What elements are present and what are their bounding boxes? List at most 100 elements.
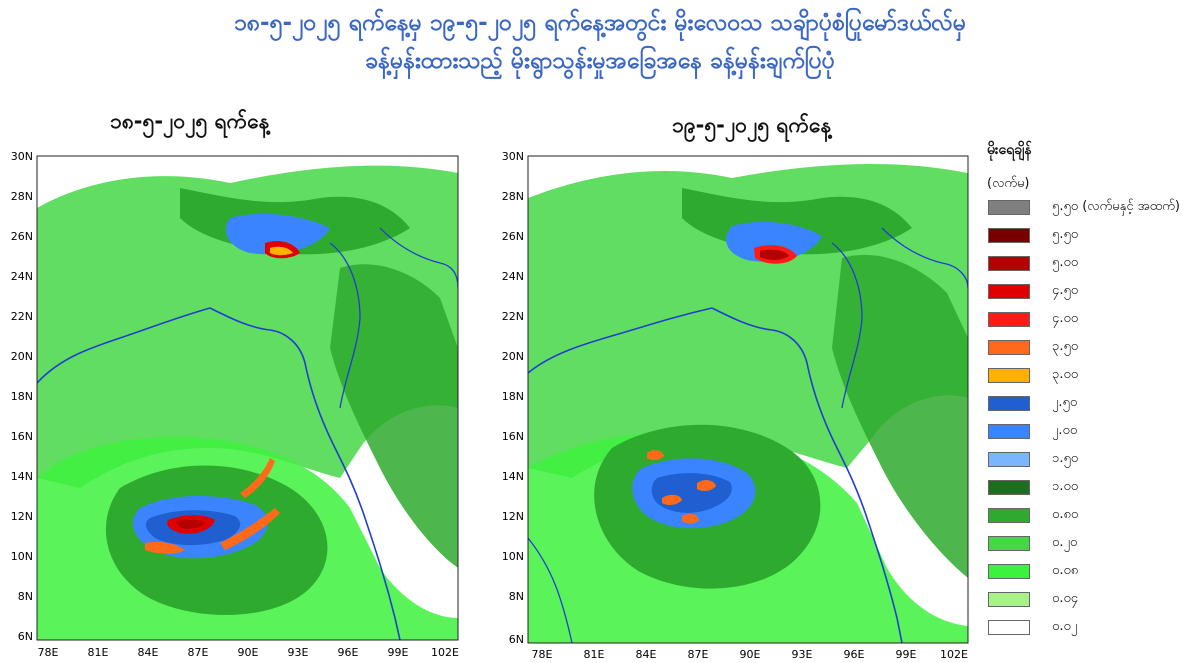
- legend-label: ၀.၀၂: [1052, 618, 1078, 634]
- legend-swatch: [988, 311, 1030, 327]
- lon-tick: 87E: [688, 648, 709, 661]
- lat-tick: 22N: [502, 310, 524, 323]
- legend-swatch: [988, 339, 1030, 355]
- lat-tick: 16N: [502, 430, 524, 443]
- lon-tick: 96E: [338, 646, 359, 659]
- lon-tick: 81E: [88, 646, 109, 659]
- legend-label: ၅.၀၀: [1052, 254, 1079, 270]
- lat-tick: 30N: [11, 150, 33, 163]
- legend-unit: (လက်မ): [987, 176, 1030, 191]
- legend-swatch: [988, 199, 1030, 215]
- lat-tick: 26N: [11, 230, 33, 243]
- lat-tick: 28N: [502, 190, 524, 203]
- legend-label: ၀.၀၄: [1052, 590, 1079, 606]
- legend-swatch: [988, 227, 1030, 243]
- lat-tick: 20N: [502, 350, 524, 363]
- lon-tick: 84E: [636, 648, 657, 661]
- lon-tick: 90E: [740, 648, 761, 661]
- lat-tick: 18N: [11, 390, 33, 403]
- legend-item: ၅.၀၀: [988, 254, 1078, 272]
- legend-item: ၄.၀၀: [988, 310, 1078, 328]
- legend-item: ၃.၀၀: [988, 366, 1078, 384]
- rainfall-map-left: 30N 28N 26N 24N 22N 20N 18N 16N 14N 12N …: [11, 150, 459, 659]
- lat-tick: 6N: [509, 633, 524, 646]
- lat-tick: 18N: [502, 390, 524, 403]
- map-left-subtitle: ၁၈-၅-၂၀၂၅ ရက်နေ့: [110, 109, 270, 133]
- rainfall-map-right: 30N 28N 26N 24N 22N 20N 18N 16N 14N 12N …: [502, 150, 969, 661]
- lat-ticks-right: 30N 28N 26N 24N 22N 20N 18N 16N 14N 12N …: [502, 150, 524, 646]
- legend-swatch: [988, 619, 1030, 635]
- legend-title: မိုးရေချိန်: [987, 142, 1032, 158]
- lon-ticks-right: 78E 81E 84E 87E 90E 93E 96E 99E 102E: [532, 648, 968, 661]
- lat-tick: 12N: [11, 510, 33, 523]
- lat-tick: 30N: [502, 150, 524, 163]
- legend-label: ၃.၀၀: [1052, 366, 1079, 382]
- legend-item: ၀.၀၂: [988, 618, 1077, 636]
- legend-item: ၀.၀၈: [988, 562, 1078, 580]
- legend-label: ၅.၅၀ (လက်မနှင့် အထက်): [1052, 198, 1180, 214]
- lon-tick: 102E: [940, 648, 968, 661]
- legend-item: ၂.၅၀: [988, 394, 1077, 412]
- lon-tick: 78E: [532, 648, 553, 661]
- lon-tick: 96E: [844, 648, 865, 661]
- legend-label: ၄.၅၀: [1052, 282, 1079, 298]
- title-line-1: ၁၈-၅-၂၀၂၅ ရက်နေ့မှ ၁၉-၅-၂၀၂၅ ရက်နေ့အတွင်…: [233, 10, 967, 36]
- legend-item: ၃.၅၀: [988, 338, 1078, 356]
- legend-swatch: [988, 507, 1030, 523]
- legend-label: ၀.၂၀: [1052, 534, 1078, 550]
- legend-item: ၅.၅၀: [988, 226, 1078, 244]
- legend-item: ၄.၅၀: [988, 282, 1078, 300]
- lat-ticks-left: 30N 28N 26N 24N 22N 20N 18N 16N 14N 12N …: [11, 150, 33, 643]
- lat-tick: 26N: [502, 230, 524, 243]
- lon-tick: 99E: [896, 648, 917, 661]
- lat-tick: 16N: [11, 430, 33, 443]
- legend-swatch: [988, 395, 1030, 411]
- lat-tick: 6N: [18, 630, 33, 643]
- lat-tick: 12N: [502, 510, 524, 523]
- lon-tick: 93E: [288, 646, 309, 659]
- legend-swatch: [988, 591, 1030, 607]
- legend-label: ၄.၀၀: [1052, 310, 1079, 326]
- lat-tick: 24N: [11, 270, 33, 283]
- lon-tick: 78E: [38, 646, 59, 659]
- lat-tick: 28N: [11, 190, 33, 203]
- legend-item: ၀.၈၀: [988, 506, 1078, 524]
- legend-swatch: [988, 255, 1030, 271]
- lon-tick: 93E: [792, 648, 813, 661]
- lat-tick: 14N: [502, 470, 524, 483]
- legend-label: ၅.၅၀: [1052, 226, 1079, 242]
- legend-label: ၃.၅၀: [1052, 338, 1079, 354]
- lon-ticks-left: 78E 81E 84E 87E 90E 93E 96E 99E 102E: [38, 646, 459, 659]
- legend-swatch: [988, 535, 1030, 551]
- legend-item: ၅.၅၀ (လက်မနှင့် အထက်): [988, 198, 1180, 216]
- legend-item: ၀.၂၀: [988, 534, 1077, 552]
- lon-tick: 90E: [238, 646, 259, 659]
- legend-item: ၁.၅၀: [988, 450, 1078, 468]
- legend-swatch: [988, 451, 1030, 467]
- lon-tick: 99E: [388, 646, 409, 659]
- legend-swatch: [988, 479, 1030, 495]
- lat-tick: 14N: [11, 470, 33, 483]
- lat-tick: 8N: [509, 590, 524, 603]
- lon-tick: 102E: [431, 646, 459, 659]
- lat-tick: 10N: [11, 550, 33, 563]
- legend-swatch: [988, 423, 1030, 439]
- legend-label: ၀.၀၈: [1052, 562, 1079, 578]
- legend-label: ၀.၈၀: [1052, 506, 1079, 522]
- legend-label: ၁.၅၀: [1052, 450, 1079, 466]
- map-right-subtitle: ၁၉-၅-၂၀၂၅ ရက်နေ့: [672, 113, 832, 137]
- legend-swatch: [988, 367, 1030, 383]
- legend-label: ၂.၀၀: [1052, 422, 1078, 438]
- legend-label: ၁.၀၀: [1052, 478, 1079, 494]
- title-line-2: ခန့်မှန်းထားသည့် မိုးရွာသွန်းမှုအခြေအနေ …: [365, 48, 835, 74]
- lon-tick: 84E: [138, 646, 159, 659]
- legend-item: ၂.၀၀: [988, 422, 1077, 440]
- legend-swatch: [988, 563, 1030, 579]
- lon-tick: 81E: [584, 648, 605, 661]
- lat-tick: 24N: [502, 270, 524, 283]
- lat-tick: 22N: [11, 310, 33, 323]
- lat-tick: 8N: [18, 590, 33, 603]
- legend-item: ၀.၀၄: [988, 590, 1078, 608]
- lat-tick: 10N: [502, 550, 524, 563]
- lon-tick: 87E: [188, 646, 209, 659]
